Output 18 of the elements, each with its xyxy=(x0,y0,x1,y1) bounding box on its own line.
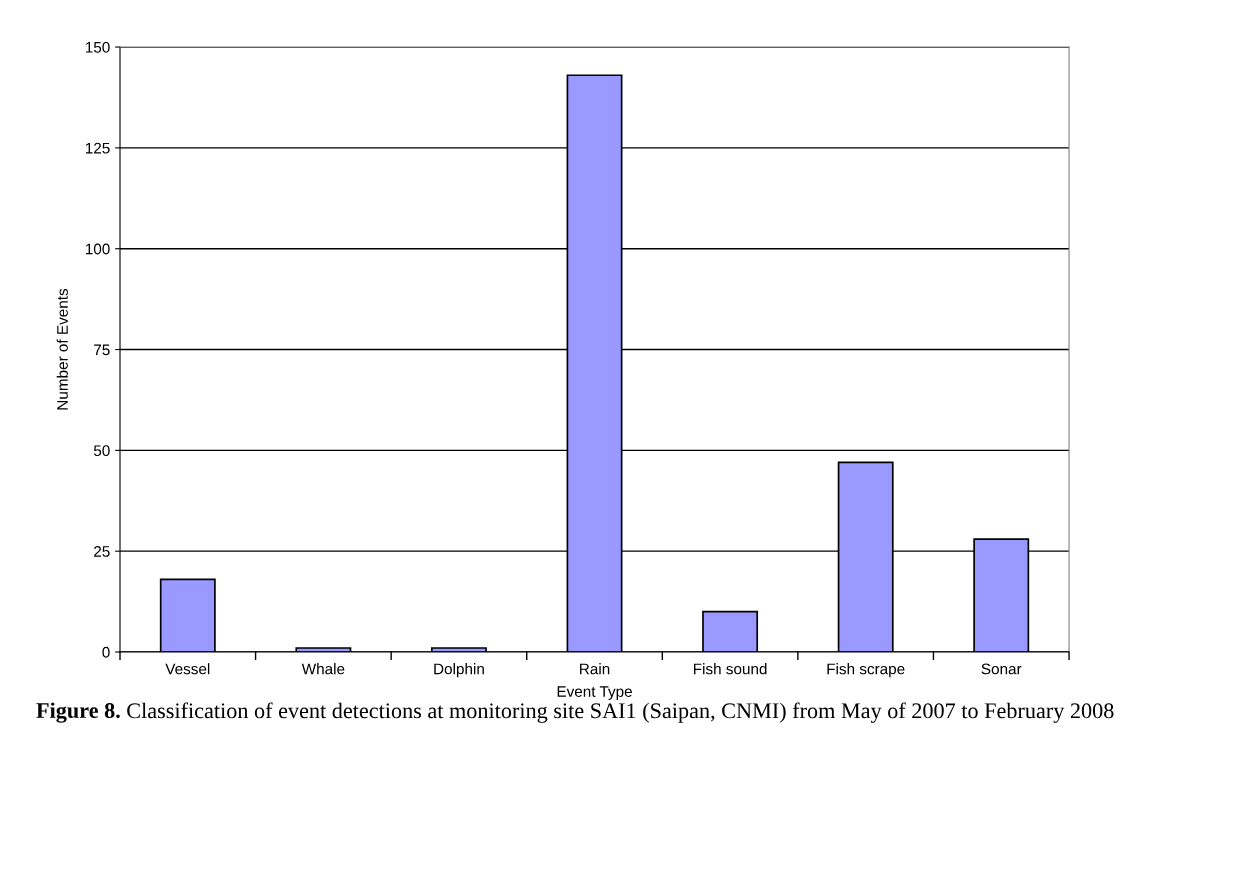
y-tick-label: 0 xyxy=(102,646,110,658)
x-tick-label: Sonar xyxy=(981,663,1022,675)
y-tick-label: 125 xyxy=(85,142,110,154)
y-tick-label: 150 xyxy=(85,41,110,53)
y-tick-label: 50 xyxy=(93,445,110,457)
x-tick-label: Rain xyxy=(580,663,610,675)
x-axis-title: Event Type xyxy=(557,686,632,700)
x-tick-label: Dolphin xyxy=(434,663,484,678)
caption: Figure 8. xyxy=(36,702,120,723)
y-tick-label: 75 xyxy=(94,344,110,356)
x-tick-label: Whale xyxy=(301,663,345,675)
y-tick-label: 25 xyxy=(94,546,110,557)
y-axis-title: Number of Events xyxy=(56,288,68,410)
text: Classification of event detections at monitoring site SAI1 (Saipan, CNMI) from May of 2007 to February 2008 xyxy=(127,702,1114,723)
y-tick-label: 100 xyxy=(85,243,110,255)
x-tick-label: Vessel xyxy=(165,663,210,675)
x-tick-label: Fish scrape xyxy=(827,663,905,678)
x-tick-label: Fish sound xyxy=(693,663,767,675)
